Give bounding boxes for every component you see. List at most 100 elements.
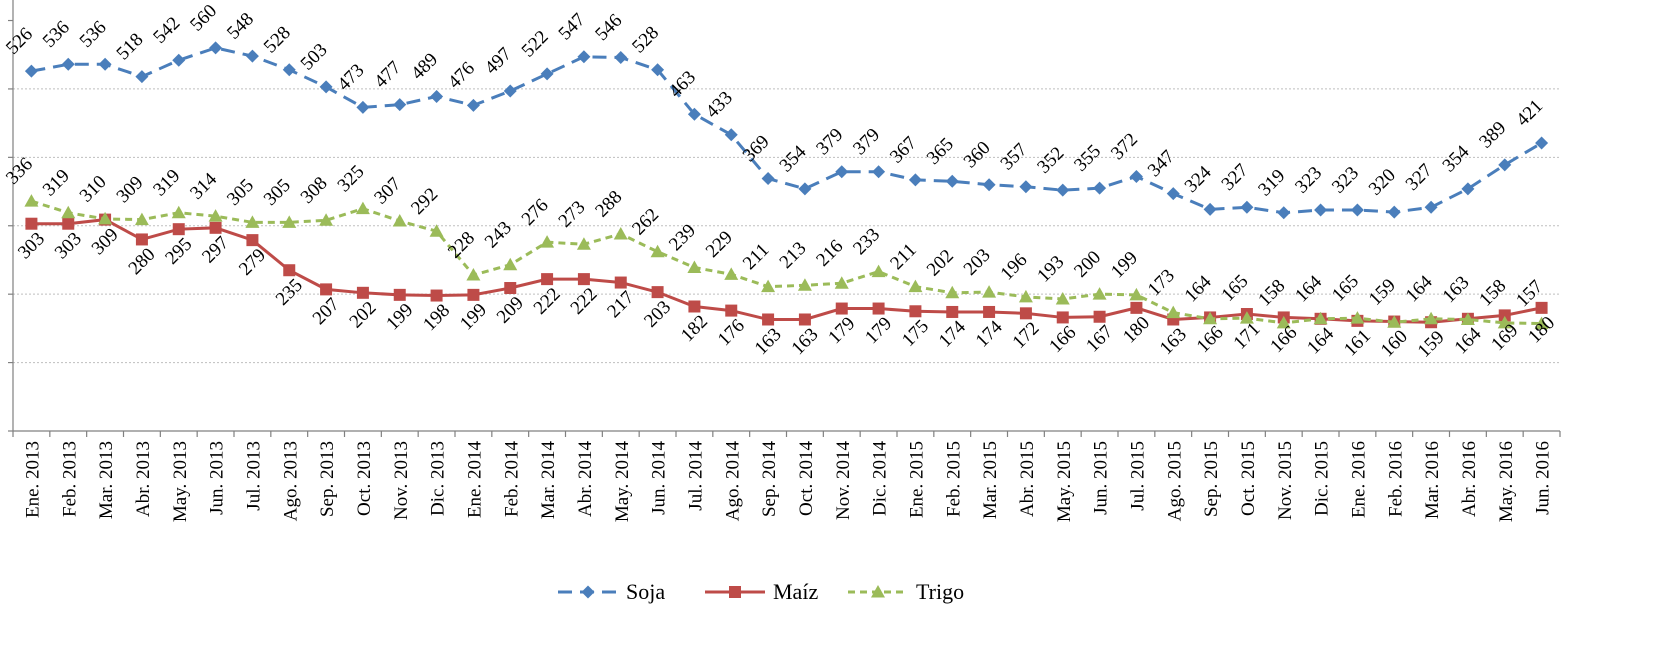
data-point bbox=[651, 63, 665, 77]
data-label: 365 bbox=[923, 134, 958, 169]
series-trigo bbox=[24, 194, 1549, 330]
legend-label: Maíz bbox=[773, 579, 818, 604]
data-point bbox=[687, 260, 702, 273]
data-label: 166 bbox=[1193, 322, 1228, 357]
data-point bbox=[613, 226, 628, 240]
data-label: 309 bbox=[113, 172, 148, 207]
x-tick-label: Abr. 2013 bbox=[133, 441, 154, 517]
data-label: 169 bbox=[1487, 320, 1522, 355]
data-label: 273 bbox=[555, 197, 590, 232]
data-label: 357 bbox=[997, 139, 1032, 174]
data-point bbox=[872, 165, 886, 179]
data-point bbox=[835, 165, 849, 179]
data-label: 355 bbox=[1070, 141, 1105, 176]
data-label: 354 bbox=[1439, 141, 1474, 176]
x-tick-label: Feb. 2013 bbox=[59, 441, 80, 517]
data-point bbox=[1277, 206, 1291, 220]
data-label: 327 bbox=[1218, 160, 1253, 195]
data-label: 235 bbox=[272, 275, 307, 310]
data-point bbox=[172, 223, 185, 236]
x-tick-label: Nov. 2015 bbox=[1275, 441, 1296, 520]
data-label: 209 bbox=[493, 293, 528, 328]
data-point bbox=[761, 279, 776, 293]
data-label: 166 bbox=[1266, 322, 1301, 357]
data-label: 216 bbox=[812, 236, 847, 271]
data-label: 207 bbox=[309, 294, 344, 329]
data-label: 182 bbox=[677, 311, 712, 346]
data-point bbox=[983, 305, 996, 318]
data-label: 305 bbox=[223, 175, 258, 210]
data-point bbox=[1019, 307, 1032, 320]
data-label: 160 bbox=[1377, 326, 1412, 361]
x-tick-label: Ene. 2015 bbox=[906, 441, 927, 518]
data-label: 179 bbox=[824, 313, 859, 348]
data-point bbox=[1534, 316, 1549, 330]
data-point bbox=[172, 53, 186, 67]
data-point bbox=[614, 276, 627, 289]
data-point bbox=[576, 237, 591, 250]
series-soja bbox=[24, 41, 1549, 220]
axes bbox=[8, 0, 1561, 437]
gridlines bbox=[13, 88, 1560, 364]
data-point bbox=[1350, 311, 1365, 324]
data-label: 158 bbox=[1254, 276, 1289, 311]
data-point bbox=[466, 268, 481, 281]
data-label: 352 bbox=[1033, 143, 1068, 178]
data-label: 421 bbox=[1512, 96, 1547, 131]
data-point bbox=[687, 107, 701, 121]
x-tick-label: Abr. 2014 bbox=[575, 441, 596, 518]
data-label: 165 bbox=[1328, 271, 1363, 306]
x-tick-label: Ago. 2013 bbox=[280, 441, 301, 521]
x-tick-label: Oct. 2015 bbox=[1238, 441, 1259, 516]
data-label: 159 bbox=[1365, 275, 1400, 310]
legend-item: Soja bbox=[558, 579, 665, 604]
data-label: 200 bbox=[1070, 247, 1105, 282]
data-label: 213 bbox=[776, 238, 811, 273]
x-tick-label: Dic. 2015 bbox=[1312, 441, 1333, 516]
data-label: 536 bbox=[76, 17, 111, 52]
data-point bbox=[283, 264, 296, 277]
data-point bbox=[208, 209, 223, 222]
x-tick-label: Oct. 2013 bbox=[354, 441, 375, 516]
x-tick-label: Ene. 2016 bbox=[1348, 441, 1369, 518]
data-point bbox=[1130, 301, 1143, 314]
data-point bbox=[1129, 170, 1143, 184]
data-label: 489 bbox=[407, 49, 442, 84]
x-tick-label: Jul. 2014 bbox=[685, 441, 706, 511]
x-tick-label: Mar. 2013 bbox=[96, 441, 117, 519]
data-point bbox=[1424, 200, 1438, 214]
data-point bbox=[356, 286, 369, 299]
data-point bbox=[908, 173, 922, 187]
data-label: 164 bbox=[1291, 271, 1326, 306]
data-label: 325 bbox=[334, 161, 369, 196]
x-tick-label: Sep. 2013 bbox=[317, 441, 338, 517]
data-point bbox=[688, 300, 701, 313]
data-label: 196 bbox=[997, 250, 1032, 285]
data-point bbox=[1313, 311, 1328, 325]
legend-label: Soja bbox=[626, 579, 665, 604]
x-tick-label: May. 2016 bbox=[1496, 441, 1517, 522]
data-label: 199 bbox=[456, 299, 491, 334]
data-point bbox=[392, 213, 407, 227]
x-tick-label: Jun. 2016 bbox=[1533, 441, 1554, 515]
data-point bbox=[319, 80, 333, 94]
data-point bbox=[282, 63, 296, 77]
data-point bbox=[1498, 309, 1511, 322]
data-point bbox=[909, 305, 922, 318]
data-point bbox=[467, 288, 480, 301]
data-label: 476 bbox=[444, 58, 479, 93]
data-label: 193 bbox=[1033, 252, 1068, 287]
data-label: 173 bbox=[1144, 265, 1179, 300]
data-label: 164 bbox=[1451, 323, 1486, 358]
data-point bbox=[577, 273, 590, 286]
data-label: 175 bbox=[898, 316, 933, 351]
data-label: 180 bbox=[1119, 312, 1154, 347]
data-point bbox=[245, 49, 259, 63]
data-point bbox=[429, 224, 444, 237]
data-point bbox=[1535, 136, 1549, 150]
data-label: 497 bbox=[481, 44, 516, 79]
data-point bbox=[1203, 311, 1218, 325]
data-point bbox=[282, 215, 297, 228]
